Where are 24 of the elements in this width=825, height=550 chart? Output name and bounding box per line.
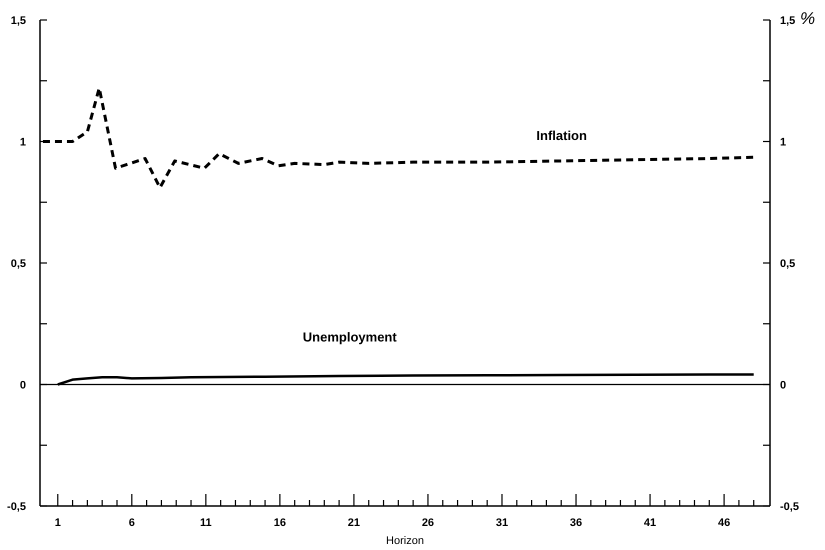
x-tick-label: 21 xyxy=(348,517,360,529)
y2-axis-title: % xyxy=(800,9,816,28)
series-label: Inflation xyxy=(536,128,588,144)
y-tick-label: 1,5 xyxy=(10,15,26,27)
x-tick-label: 26 xyxy=(422,517,434,529)
x-tick-label: 41 xyxy=(644,517,656,529)
x-tick-label: 16 xyxy=(274,517,286,529)
y2-tick-label: 1 xyxy=(780,136,786,148)
x-axis-title: Horizon xyxy=(386,535,424,547)
y-tick-label: 0,5 xyxy=(10,258,26,270)
x-tick-label: 36 xyxy=(570,517,582,529)
x-tick-label: 46 xyxy=(718,517,730,529)
y-tick-label: -0,5 xyxy=(7,501,26,513)
x-tick-label: 31 xyxy=(496,517,508,529)
y-tick-label: 0 xyxy=(20,380,26,392)
text: Unemployment xyxy=(302,330,398,345)
y-tick-label: 1 xyxy=(20,136,26,148)
x-tick-label: 11 xyxy=(200,517,212,529)
x-tick-label: 6 xyxy=(128,517,135,529)
y2-tick-label: -0,5 xyxy=(780,501,799,513)
x-tick-label: 1 xyxy=(54,517,61,529)
y2-tick-label: 0 xyxy=(780,380,786,392)
y2-tick-label: 0,5 xyxy=(780,258,796,270)
y2-tick-label: 1,5 xyxy=(780,15,796,27)
